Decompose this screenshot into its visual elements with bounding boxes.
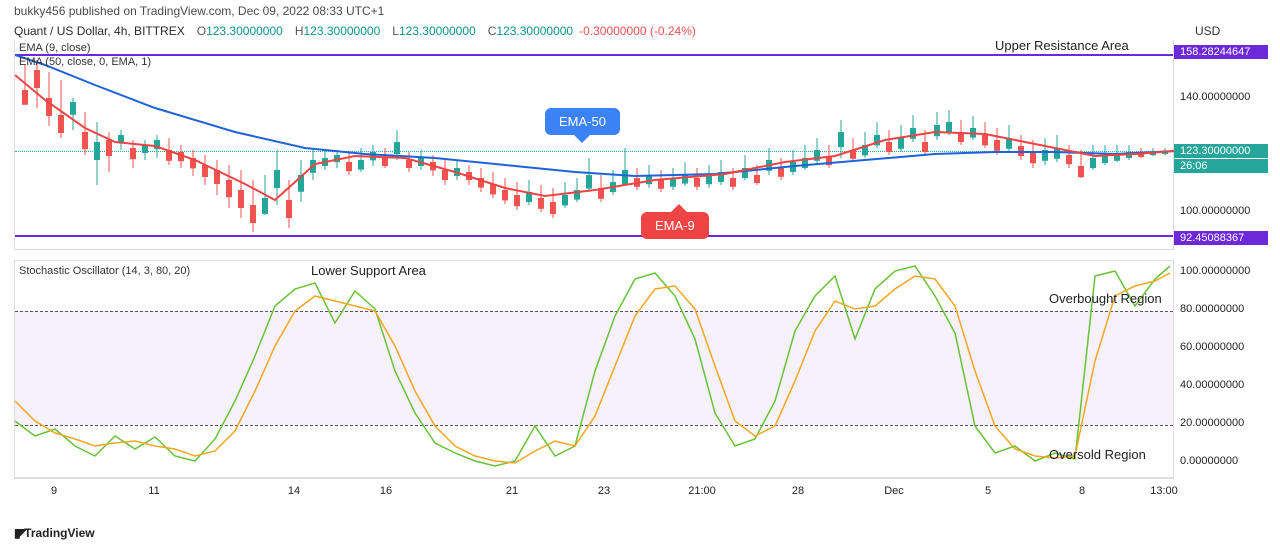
main-price-chart[interactable]: EMA (9, close) EMA (50, close, 0, EMA, 1… [14, 40, 1174, 250]
symbol-pair: Quant / US Dollar, 4h, BITTREX [14, 24, 185, 38]
ohlc-change: -0.30000000 (-0.24%) [579, 24, 696, 38]
stoch-lines [15, 261, 1175, 479]
ema50-callout: EMA-50 [545, 108, 620, 135]
ema50-legend: EMA (50, close, 0, EMA, 1) [19, 56, 151, 68]
publish-header: bukky456 published on TradingView.com, D… [14, 4, 384, 18]
stoch-legend: Stochastic Oscillator (14, 3, 80, 20) [19, 265, 190, 277]
lower-support-label: Lower Support Area [311, 263, 426, 278]
ohlc-high: H123.30000000 [289, 24, 380, 38]
upper-resistance-label: Upper Resistance Area [995, 38, 1129, 53]
ohlc-open: O123.30000000 [191, 24, 283, 38]
oversold-label: Oversold Region [1049, 447, 1146, 462]
ema9-callout: EMA-9 [641, 212, 709, 239]
symbol-ohlc-line: Quant / US Dollar, 4h, BITTREX O123.3000… [14, 24, 696, 38]
overbought-label: Overbought Region [1049, 291, 1162, 306]
ohlc-close: C123.30000000 [482, 24, 573, 38]
main-y-axis: 140.00000000100.00000000158.28244647123.… [1174, 40, 1274, 250]
currency-label: USD [1195, 24, 1220, 38]
ema9-legend: EMA (9, close) [19, 42, 91, 54]
tradingview-logo: TradingView [14, 526, 95, 540]
stochastic-chart[interactable]: Stochastic Oscillator (14, 3, 80, 20) Lo… [14, 260, 1174, 478]
x-axis: 9111416212321:0028Dec5813:00 [14, 478, 1174, 508]
ohlc-low: L123.30000000 [386, 24, 475, 38]
ema-lines [15, 40, 1175, 250]
sub-y-axis: 100.0000000080.0000000060.0000000040.000… [1174, 260, 1274, 478]
